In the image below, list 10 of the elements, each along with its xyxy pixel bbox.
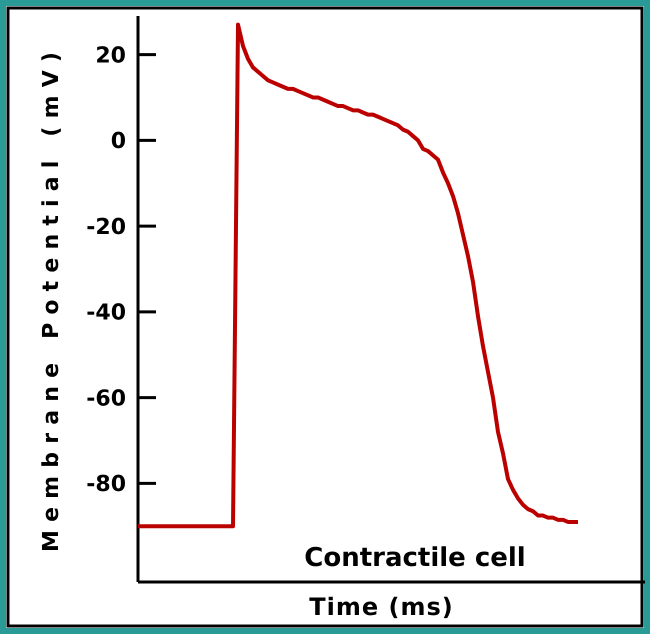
y-axis-title: Membrane Potential (mV) <box>39 52 64 552</box>
line-series <box>136 22 580 528</box>
annotation: Contractile cell <box>304 543 526 573</box>
y-tick-label: 0 <box>110 129 126 154</box>
y-tick-label: -60 <box>86 386 126 412</box>
y-tick-label: 20 <box>95 43 126 68</box>
x-axis-title: Time (ms) <box>309 593 454 621</box>
y-tick-label: -80 <box>86 472 126 498</box>
y-tick-label: -20 <box>86 214 126 240</box>
y-tick-label: -40 <box>86 300 126 326</box>
